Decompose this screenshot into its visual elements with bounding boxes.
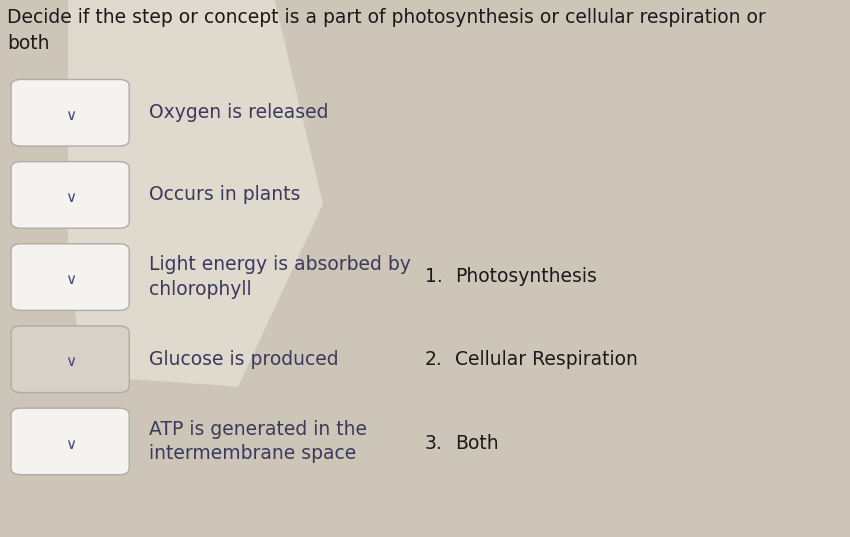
Text: ATP is generated in the
intermembrane space: ATP is generated in the intermembrane sp… bbox=[149, 420, 366, 463]
FancyBboxPatch shape bbox=[11, 162, 129, 228]
FancyBboxPatch shape bbox=[11, 244, 129, 310]
Text: 2.: 2. bbox=[425, 350, 443, 369]
Text: Photosynthesis: Photosynthesis bbox=[455, 267, 597, 286]
Text: Both: Both bbox=[455, 433, 498, 453]
FancyBboxPatch shape bbox=[11, 326, 129, 393]
Text: 3.: 3. bbox=[425, 433, 443, 453]
Text: Decide if the step or concept is a part of photosynthesis or cellular respiratio: Decide if the step or concept is a part … bbox=[7, 8, 766, 53]
Text: ∨: ∨ bbox=[65, 108, 76, 123]
FancyBboxPatch shape bbox=[11, 79, 129, 146]
Text: ∨: ∨ bbox=[65, 190, 76, 205]
Text: ∨: ∨ bbox=[65, 437, 76, 452]
Polygon shape bbox=[68, 0, 323, 387]
FancyBboxPatch shape bbox=[11, 408, 129, 475]
Text: Occurs in plants: Occurs in plants bbox=[149, 185, 300, 205]
Text: 1.: 1. bbox=[425, 267, 443, 286]
Text: Oxygen is released: Oxygen is released bbox=[149, 103, 328, 122]
Text: Cellular Respiration: Cellular Respiration bbox=[455, 350, 638, 369]
Text: Light energy is absorbed by
chlorophyll: Light energy is absorbed by chlorophyll bbox=[149, 256, 411, 299]
Text: Glucose is produced: Glucose is produced bbox=[149, 350, 338, 369]
Text: ∨: ∨ bbox=[65, 272, 76, 287]
Text: ∨: ∨ bbox=[65, 354, 76, 369]
